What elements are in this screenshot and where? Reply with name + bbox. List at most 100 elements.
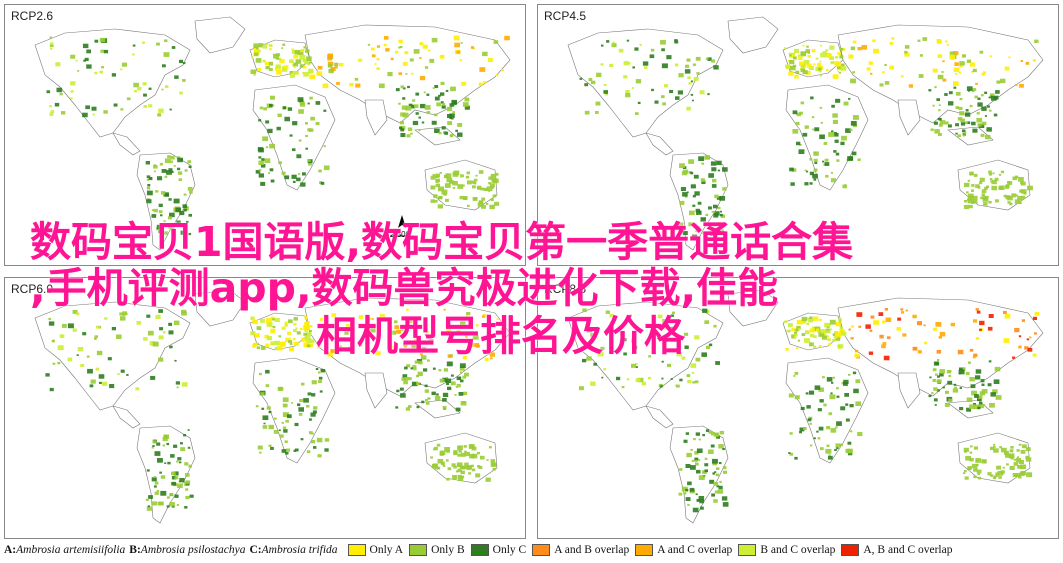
distribution-cell xyxy=(814,385,821,390)
distribution-cell xyxy=(809,333,815,338)
distribution-cell xyxy=(266,406,271,410)
distribution-cell xyxy=(156,224,163,230)
distribution-cell xyxy=(987,472,992,476)
distribution-cell xyxy=(662,102,666,106)
distribution-cell xyxy=(835,152,840,156)
distribution-cell xyxy=(168,224,175,229)
distribution-cell xyxy=(794,331,798,335)
distribution-cell xyxy=(842,184,847,189)
distribution-cell xyxy=(434,200,438,203)
distribution-cell xyxy=(49,112,54,116)
distribution-cell xyxy=(169,108,172,111)
distribution-cell xyxy=(70,81,76,86)
distribution-cell xyxy=(145,498,149,501)
distribution-cell xyxy=(370,47,375,51)
distribution-cell xyxy=(802,44,805,47)
distribution-cell xyxy=(797,339,801,342)
distribution-cell xyxy=(669,89,674,94)
distribution-cell xyxy=(259,372,262,376)
distribution-cell xyxy=(160,475,166,479)
distribution-cell xyxy=(383,36,389,40)
distribution-cell xyxy=(835,322,841,327)
distribution-cell xyxy=(401,329,404,332)
distribution-cell xyxy=(798,56,803,60)
distribution-cell xyxy=(988,170,992,174)
distribution-cell xyxy=(1024,346,1029,350)
distribution-cell xyxy=(107,357,112,361)
distribution-cell xyxy=(960,122,966,126)
distribution-cell xyxy=(683,439,688,443)
distribution-cell xyxy=(789,452,794,456)
distribution-cell xyxy=(1000,170,1005,174)
distribution-cell xyxy=(814,127,820,132)
distribution-cell xyxy=(678,222,684,227)
distribution-cell xyxy=(668,326,674,331)
distribution-cell xyxy=(413,338,419,342)
distribution-cell xyxy=(411,343,418,348)
distribution-cell xyxy=(848,54,854,59)
distribution-cell xyxy=(459,59,462,62)
distribution-cell xyxy=(95,367,100,371)
distribution-cell xyxy=(1017,475,1022,479)
distribution-cell xyxy=(967,198,974,204)
distribution-cell xyxy=(460,371,463,374)
distribution-cell xyxy=(870,315,875,319)
distribution-cell xyxy=(274,417,277,420)
distribution-cell xyxy=(156,42,160,46)
distribution-cell xyxy=(901,311,905,314)
distribution-cell xyxy=(385,48,390,52)
distribution-cell xyxy=(947,380,953,385)
distribution-cell xyxy=(419,42,424,46)
distribution-cell xyxy=(1010,446,1014,449)
distribution-cell xyxy=(695,432,700,436)
distribution-cell xyxy=(681,356,686,360)
distribution-cell xyxy=(1025,447,1031,452)
distribution-cell xyxy=(928,394,932,398)
distribution-cell xyxy=(161,169,167,173)
distribution-cell xyxy=(56,87,63,93)
distribution-cell xyxy=(831,381,834,384)
distribution-cell xyxy=(75,59,78,62)
distribution-cell xyxy=(455,407,461,412)
distribution-cell xyxy=(301,382,305,386)
distribution-cell xyxy=(988,360,992,363)
distribution-cell xyxy=(281,47,284,49)
distribution-cell xyxy=(818,387,824,392)
distribution-cell xyxy=(1021,319,1025,322)
distribution-cell xyxy=(423,368,428,372)
distribution-cell xyxy=(784,320,788,323)
distribution-cell xyxy=(995,472,1000,476)
distribution-cell xyxy=(264,61,269,66)
distribution-cell xyxy=(189,494,194,498)
distribution-cell xyxy=(689,210,695,216)
distribution-cell xyxy=(1020,60,1023,62)
distribution-cell xyxy=(401,377,406,381)
distribution-cell xyxy=(458,449,462,453)
distribution-cell xyxy=(963,132,967,134)
distribution-cell xyxy=(479,67,486,72)
distribution-cell xyxy=(399,46,403,48)
distribution-cell xyxy=(300,182,306,187)
distribution-cell xyxy=(635,366,638,368)
distribution-cell xyxy=(458,476,464,482)
distribution-cell xyxy=(46,90,51,94)
distribution-cell xyxy=(973,403,976,406)
distribution-cell xyxy=(261,158,265,161)
distribution-cell xyxy=(809,444,813,447)
legend-label: A and B overlap xyxy=(554,544,630,556)
distribution-cell xyxy=(173,198,180,204)
distribution-cell xyxy=(637,377,644,383)
distribution-cell xyxy=(813,158,818,162)
distribution-cell xyxy=(818,69,822,73)
distribution-cell xyxy=(305,122,308,125)
distribution-cell xyxy=(964,476,969,480)
distribution-cell xyxy=(688,159,694,164)
distribution-cell xyxy=(661,95,665,99)
distribution-cell xyxy=(260,346,266,350)
distribution-cell xyxy=(303,65,307,69)
distribution-cell xyxy=(277,386,283,391)
distribution-cell xyxy=(90,379,96,384)
distribution-cell xyxy=(180,230,186,235)
distribution-cell xyxy=(442,464,446,467)
distribution-cell xyxy=(265,369,270,374)
